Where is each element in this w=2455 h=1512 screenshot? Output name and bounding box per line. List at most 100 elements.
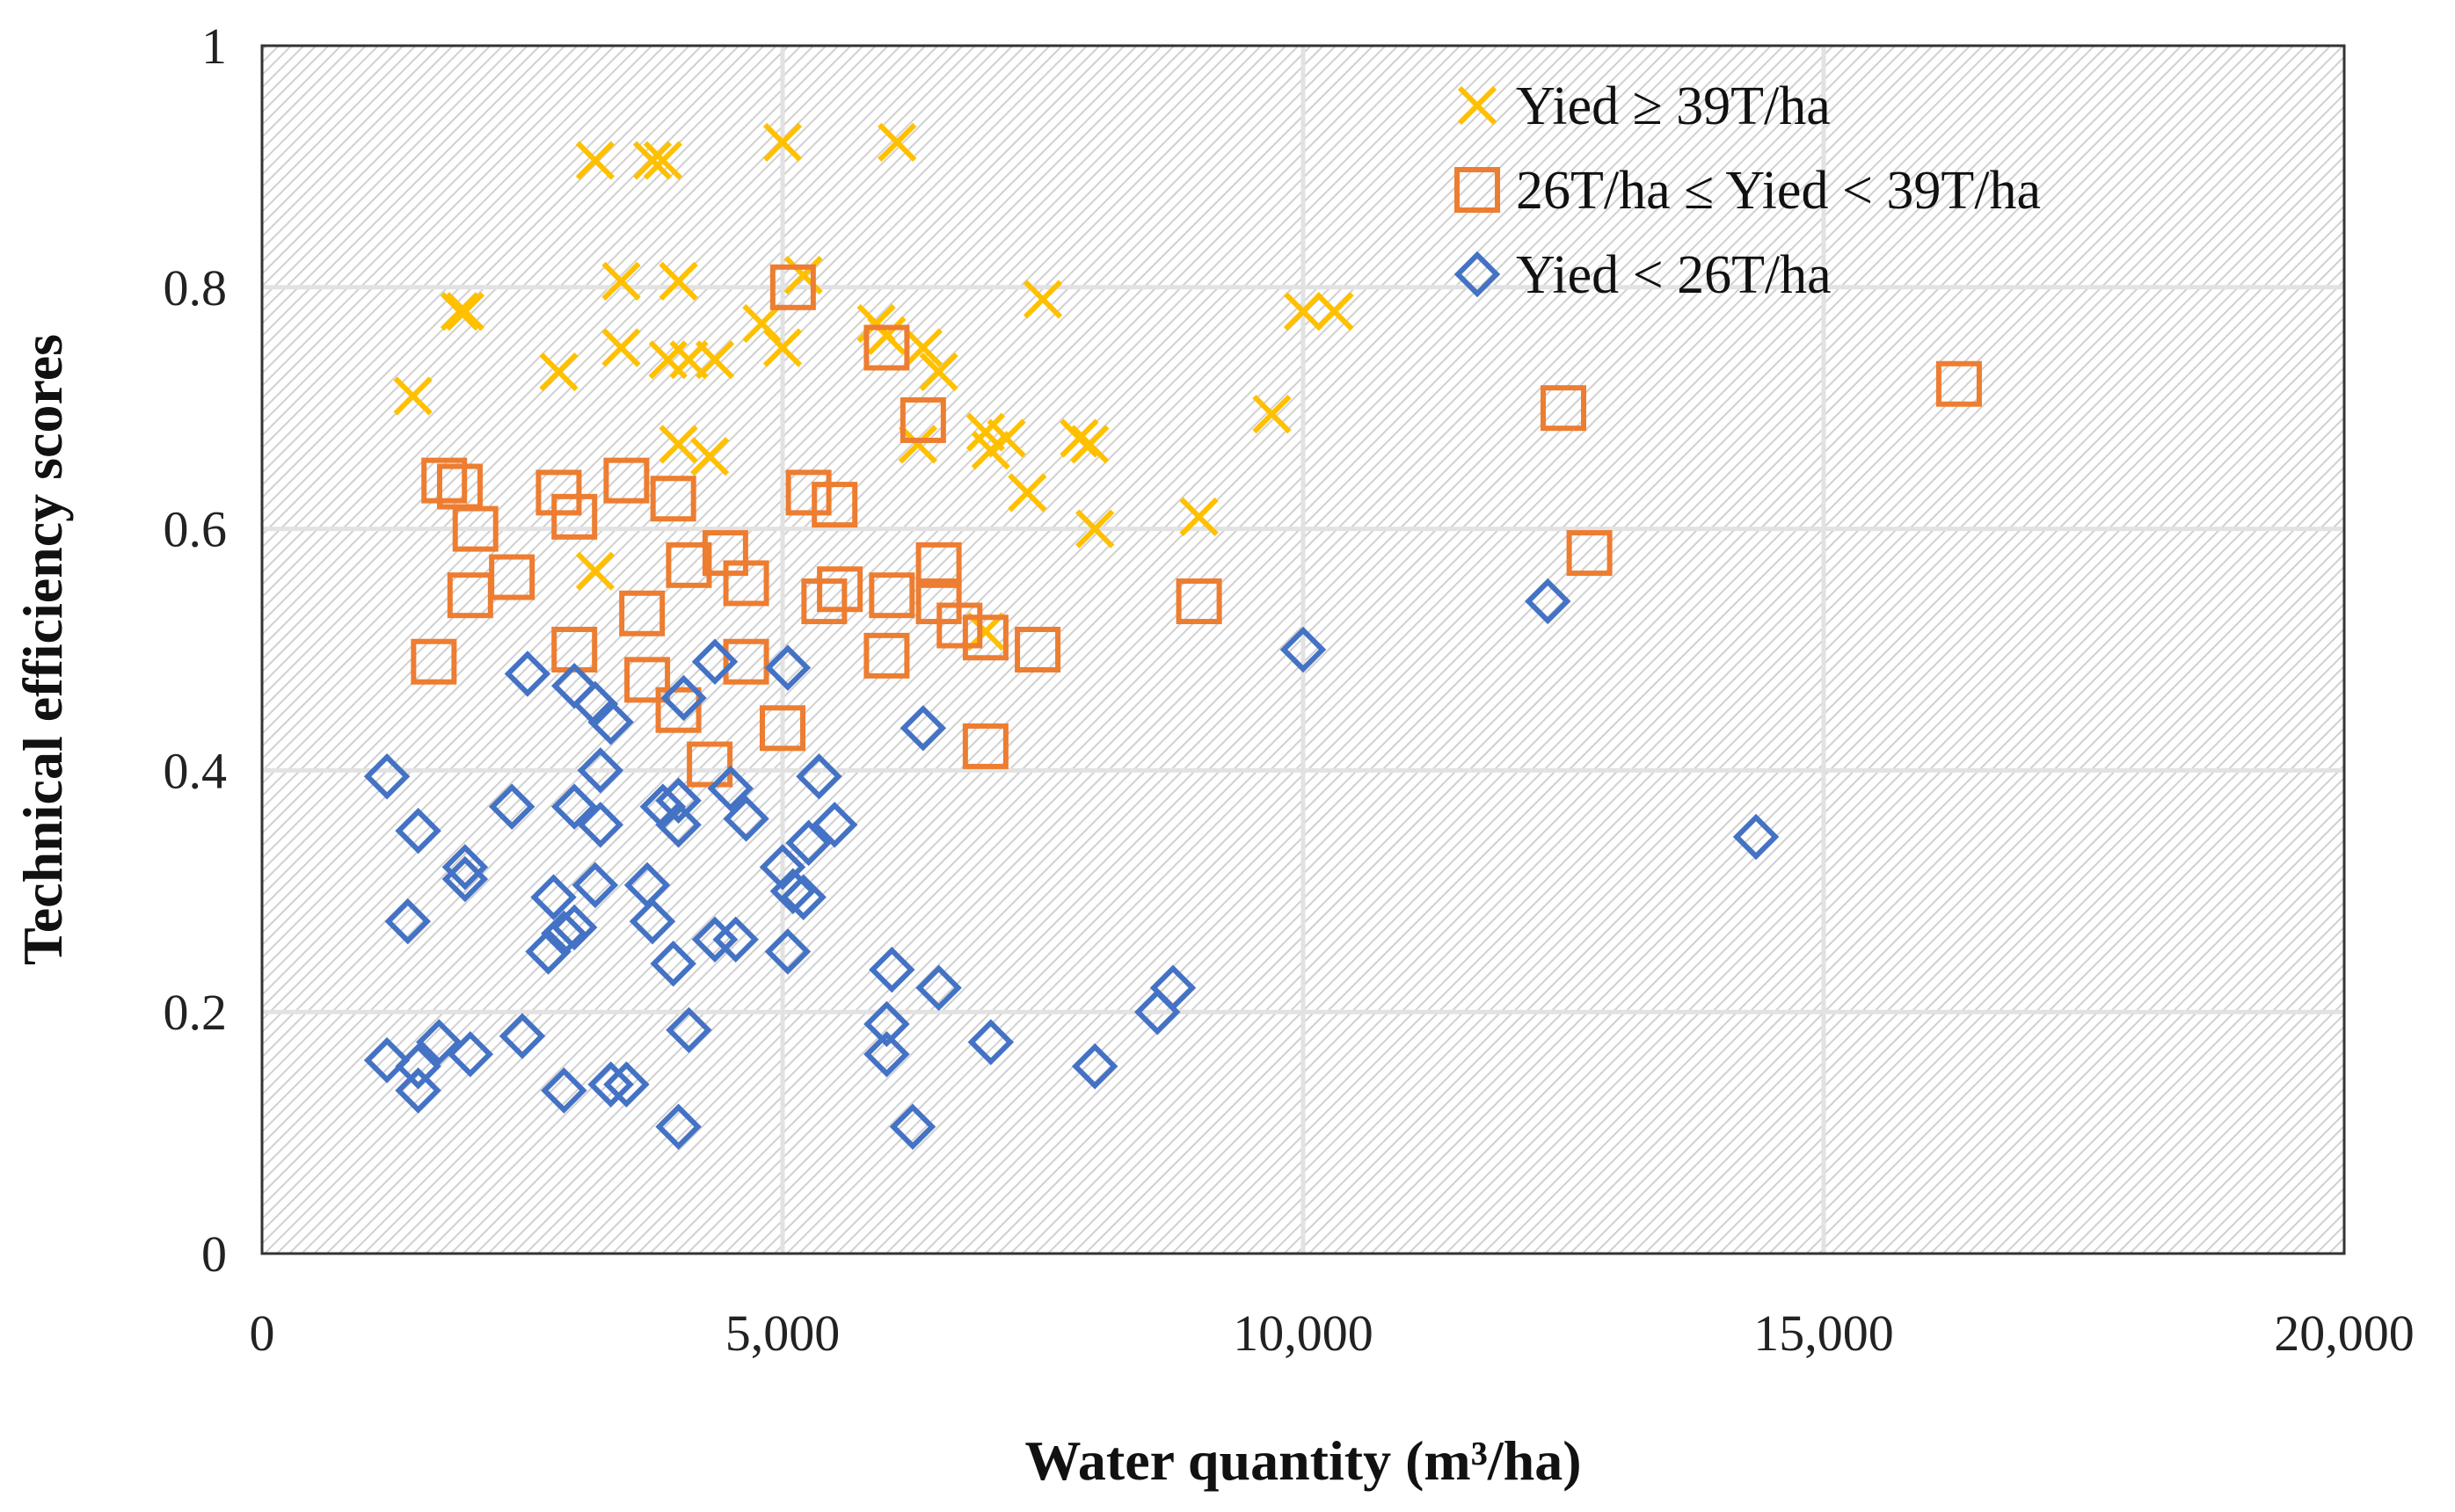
data-point-x — [393, 376, 433, 416]
data-point-diamond — [447, 1031, 494, 1078]
legend-label: Yied < 26T/ha — [1516, 245, 1832, 305]
data-point-x — [762, 122, 803, 163]
data-point-square — [655, 687, 702, 733]
data-point-square — [1935, 360, 1982, 407]
x-tick-label: 20,000 — [2274, 1305, 2415, 1362]
plot-area-border — [260, 44, 2346, 1255]
data-point-diamond — [1732, 813, 1780, 861]
x-tick-label: 10,000 — [1233, 1305, 1373, 1362]
data-point-square — [869, 572, 915, 619]
data-point-diamond — [395, 1067, 441, 1114]
data-point-diamond — [723, 796, 769, 842]
data-point-diamond — [629, 898, 676, 945]
data-point-x — [601, 328, 641, 367]
data-point-square — [650, 476, 696, 522]
data-point-x — [1315, 292, 1354, 331]
data-point-diamond — [869, 946, 915, 993]
data-point-x — [919, 352, 958, 392]
data-point-diamond — [759, 844, 806, 890]
legend-item: 26T/ha ≤ Yied < 39T/ha — [1454, 161, 2041, 221]
data-point-x — [1023, 280, 1063, 319]
data-point-square — [1015, 627, 1061, 672]
legend-label: Yied ≥ 39T/ha — [1516, 76, 1831, 136]
data-point-diamond — [660, 674, 707, 722]
data-point-square — [447, 572, 493, 619]
data-point-x — [601, 261, 641, 302]
y-tick-label: 1 — [201, 18, 227, 75]
data-point-square — [1541, 385, 1586, 432]
legend-marker-square — [1454, 167, 1500, 213]
y-tick-label: 0.2 — [164, 984, 228, 1041]
legend-label: 26T/ha ≤ Yied < 39T/ha — [1516, 161, 2041, 221]
data-point-square — [863, 632, 910, 679]
legend-marker-x — [1457, 85, 1497, 126]
data-point-diamond — [603, 1061, 650, 1108]
data-point-diamond — [587, 1061, 634, 1108]
data-point-square — [421, 457, 468, 504]
series-x — [393, 122, 1354, 651]
data-point-diamond — [900, 705, 947, 752]
data-point-diamond — [530, 874, 577, 920]
data-point-diamond — [525, 928, 572, 975]
data-point-diamond — [780, 874, 827, 920]
data-point-diamond — [691, 638, 739, 685]
data-point-square — [411, 638, 457, 685]
data-point-square — [624, 657, 671, 703]
data-point-square — [760, 705, 805, 752]
x-axis-title: Water quantity (m³/ha) — [1024, 1429, 1581, 1492]
data-point-diamond — [650, 940, 696, 987]
data-point-x — [695, 340, 735, 380]
y-tick-label: 0 — [201, 1225, 227, 1283]
data-point-diamond — [712, 916, 759, 963]
data-point-square — [817, 566, 863, 613]
data-point-diamond — [915, 964, 962, 1011]
data-point-x — [762, 328, 803, 367]
data-point-x — [643, 141, 682, 180]
data-point-x — [689, 437, 730, 476]
data-point-x — [659, 425, 698, 464]
data-point-diamond — [395, 1043, 441, 1090]
data-point-x — [575, 551, 616, 591]
data-point-square — [915, 542, 962, 588]
data-point-diamond — [655, 777, 702, 824]
data-point-diamond — [707, 765, 754, 812]
data-point-diamond — [363, 1036, 411, 1084]
data-point-diamond — [572, 861, 619, 909]
data-point-x — [445, 292, 485, 331]
data-point-diamond — [499, 1013, 546, 1059]
data-point-square — [1176, 578, 1222, 625]
legend: Yied ≥ 39T/ha 26T/ha ≤ Yied < 39T/ha Yied … — [1453, 76, 2041, 305]
data-point-x — [1283, 292, 1323, 331]
x-tick-label: 5,000 — [725, 1305, 841, 1362]
data-point-square — [687, 741, 733, 788]
data-point-diamond — [764, 928, 812, 975]
data-point-square — [723, 560, 769, 607]
data-point-square — [785, 469, 832, 516]
data-point-diamond — [769, 868, 817, 915]
data-point-diamond — [1279, 626, 1327, 673]
data-point-square — [812, 482, 858, 528]
gridlines — [262, 46, 2344, 1254]
y-tick-label: 0.8 — [164, 259, 228, 316]
data-point-diamond — [811, 801, 858, 848]
data-point-diamond — [550, 904, 598, 951]
data-point-diamond — [441, 855, 489, 903]
data-point-diamond — [764, 644, 812, 691]
data-point-x — [903, 328, 943, 367]
data-point-square — [619, 590, 666, 636]
data-point-diamond — [666, 1007, 712, 1054]
data-point-diamond — [655, 801, 702, 848]
data-point-square — [863, 324, 910, 371]
data-point-x — [1008, 473, 1047, 512]
data-point-square — [452, 505, 499, 552]
data-point-diamond — [541, 1067, 587, 1114]
data-point-square — [962, 723, 1009, 769]
data-point-x — [1070, 425, 1110, 464]
series-square — [411, 264, 1982, 788]
data-point-diamond — [587, 699, 634, 745]
data-point-x — [898, 425, 938, 464]
data-point-square — [801, 578, 848, 625]
data-points — [363, 122, 1982, 1150]
